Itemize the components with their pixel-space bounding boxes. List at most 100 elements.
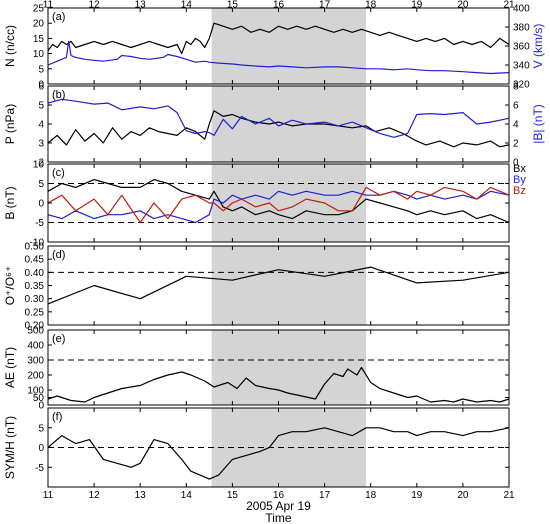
right-y-tick-label-a-2: 360 [513, 42, 530, 53]
series-line-c-1 [47, 190, 510, 224]
x-tick-label-bottom-5: 16 [273, 490, 285, 501]
x-tick-label-bottom-1: 12 [89, 490, 101, 501]
x-tick-label-top-2: 13 [135, 0, 147, 11]
right-y-tick-label-b-2: 4 [513, 120, 519, 131]
shade-layer [211, 8, 367, 487]
x-tick-label-bottom-10: 21 [503, 490, 515, 501]
x-tick-label-bottom-2: 13 [135, 490, 147, 501]
series-line-d-0 [47, 266, 510, 305]
series-line-a-0 [47, 22, 510, 55]
y-tick-label-e-0: 0 [38, 401, 44, 412]
shaded-interval-e [211, 330, 367, 405]
y-tick-label-e-6: 500 [27, 326, 44, 337]
right-y-tick-label-a-3: 380 [513, 23, 530, 34]
y-tick-label-d-5: 0.45 [25, 255, 45, 266]
x-tick-label-bottom-9: 20 [457, 490, 469, 501]
right-axis-title-b: |B| (nT) [531, 104, 545, 144]
x-tick-label-top-8: 19 [411, 0, 423, 11]
shaded-interval-a [211, 8, 367, 84]
right-y-tick-label-a-1: 340 [513, 61, 530, 72]
panel-label-f: (f) [52, 411, 62, 423]
y-tick-label-a-1: 5 [38, 64, 44, 75]
legend-entry-by: By [513, 174, 526, 186]
x-tick-label-top-5: 16 [273, 0, 285, 11]
y-tick-label-e-3: 200 [27, 371, 44, 382]
panel-label-b: (b) [52, 89, 65, 101]
y-tick-label-b-2: 4 [38, 120, 44, 131]
x-tick-label-top-0: 11 [43, 0, 54, 11]
legend-entry-bx: Bx [513, 163, 526, 175]
shaded-interval-b [211, 86, 367, 162]
right-y-tick-label-b-1: 2 [513, 139, 519, 150]
y-tick-label-a-5: 25 [33, 4, 45, 15]
y-tick-label-d-0: 0.20 [25, 321, 45, 332]
series-line-f-0 [47, 427, 510, 480]
x-tick-label-bottom-3: 14 [181, 490, 193, 501]
panel-label-a: (a) [52, 11, 65, 23]
axes-layer [47, 7, 510, 488]
y-tick-label-c-3: 5 [38, 179, 44, 190]
x-tick-label-top-10: 21 [503, 0, 515, 11]
y-tick-label-b-3: 5 [38, 101, 44, 112]
y-axis-title-b: P (nPa) [3, 104, 17, 144]
x-tick-label-bottom-4: 15 [227, 490, 239, 501]
reference-line-layer [48, 183, 509, 448]
series-layer [47, 22, 510, 480]
right-y-tick-label-b-0: 0 [513, 158, 519, 169]
y-tick-label-d-6: 0.50 [25, 242, 45, 253]
y-tick-label-c-1: -5 [35, 218, 44, 229]
right-y-tick-label-b-4: 8 [513, 82, 519, 93]
series-line-e-0 [47, 366, 510, 403]
y-axis-title-d: O⁺/O⁶⁺ [3, 266, 17, 306]
series-line-b-0 [47, 110, 510, 148]
y-axis-title-c: B (nT) [3, 186, 17, 219]
y-tick-label-b-4: 6 [38, 82, 44, 93]
y-tick-label-e-4: 300 [27, 356, 44, 367]
y-tick-label-d-2: 0.30 [25, 294, 45, 305]
x-tick-label-top-4: 15 [227, 0, 239, 11]
series-line-c-2 [47, 186, 510, 224]
y-tick-label-c-0: -10 [30, 238, 45, 249]
y-tick-label-f-1: 0 [38, 443, 44, 454]
panel-label-e: (e) [52, 333, 65, 345]
right-axis-title-a: V (km/s) [531, 24, 545, 69]
shaded-interval-c [211, 164, 367, 242]
panel-label-d: (d) [52, 249, 65, 261]
x-tick-label-top-6: 17 [319, 0, 331, 11]
y-tick-label-e-1: 50 [33, 393, 45, 404]
y-tick-label-e-2: 100 [27, 386, 44, 397]
y-tick-label-b-1: 3 [38, 139, 44, 150]
shaded-interval-d [211, 246, 367, 325]
y-axis-title-a: N (n/cc) [3, 25, 17, 67]
y-axis-title-f: SYM/H (nT) [3, 416, 17, 479]
right-y-tick-label-a-4: 400 [513, 4, 530, 15]
x-tick-label-bottom-6: 17 [319, 490, 331, 501]
y-tick-label-a-0: 0 [38, 80, 44, 91]
x-axis-title: Time [265, 511, 292, 524]
y-tick-label-a-2: 10 [33, 49, 45, 60]
panel-label-c: (c) [52, 167, 65, 179]
x-tick-label-top-9: 20 [457, 0, 469, 11]
x-tick-label-top-1: 12 [89, 0, 101, 11]
y-tick-label-e-5: 400 [27, 341, 44, 352]
x-tick-label-bottom-8: 19 [411, 490, 423, 501]
y-tick-label-d-4: 0.40 [25, 268, 45, 279]
y-tick-label-f-2: 5 [38, 423, 44, 434]
series-line-b-1 [47, 98, 510, 138]
legend-entry-bz: Bz [513, 185, 526, 197]
y-tick-label-d-3: 0.35 [25, 281, 45, 292]
y-tick-label-d-1: 0.25 [25, 307, 45, 318]
y-tick-label-b-0: 2 [38, 158, 44, 169]
series-line-c-0 [47, 179, 510, 224]
x-tick-label-top-3: 14 [181, 0, 193, 11]
date-label: 2005 Apr 19 [246, 499, 311, 513]
y-tick-label-c-4: 10 [33, 160, 45, 171]
y-axis-title-e: AE (nT) [3, 347, 17, 388]
x-tick-label-bottom-0: 11 [43, 490, 54, 501]
x-tick-label-bottom-7: 18 [365, 490, 377, 501]
right-y-tick-label-a-0: 320 [513, 80, 530, 91]
label-layer: Time 2005 Apr 19 05101520253203403603804… [3, 0, 545, 524]
y-tick-label-a-3: 15 [33, 34, 45, 45]
y-tick-label-f-0: -5 [35, 463, 44, 474]
